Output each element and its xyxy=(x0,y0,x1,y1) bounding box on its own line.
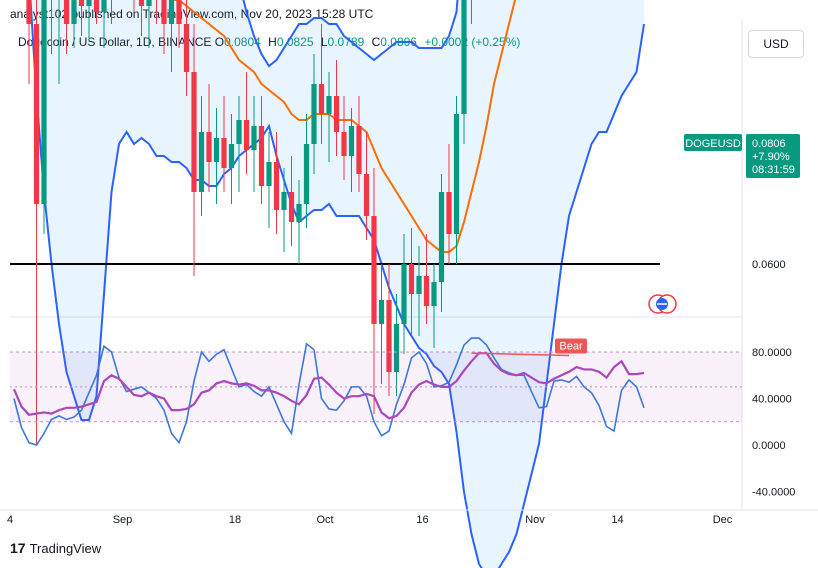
candle-body xyxy=(431,282,437,306)
time-tick-label: 18 xyxy=(229,514,241,526)
price-tag-box xyxy=(746,134,800,178)
close-value: 0.0806 xyxy=(380,35,417,49)
candle-body xyxy=(236,120,242,144)
candle-body xyxy=(311,84,317,144)
candle-body xyxy=(86,0,92,6)
candle-body xyxy=(393,324,400,372)
candle-body xyxy=(251,126,257,150)
candle-body xyxy=(318,84,325,114)
bear-label: Bear xyxy=(559,340,583,352)
candle-body xyxy=(146,0,152,6)
time-tick-label: Oct xyxy=(316,514,333,526)
open-value: 0.0804 xyxy=(224,35,261,49)
currency-button[interactable]: USD xyxy=(748,30,804,58)
price-tick-label: 0.0600 xyxy=(752,259,786,271)
high-label: H xyxy=(268,35,277,49)
price-tag-timer: 08:31:59 xyxy=(752,164,795,176)
candle-body xyxy=(213,138,220,162)
bear-divergence-line xyxy=(471,352,570,357)
publisher-header: analyst102 published on TradingView.com,… xyxy=(10,7,374,21)
symbol-legend: Dogecoin / US Dollar, 1D, BINANCE O0.080… xyxy=(18,35,520,49)
candle-body xyxy=(281,192,287,210)
candle-body xyxy=(378,300,385,324)
bollinger-fill xyxy=(30,0,644,568)
candle-body xyxy=(356,126,362,174)
candle-body xyxy=(348,126,355,156)
candles xyxy=(26,0,472,444)
bollinger-lower-line xyxy=(29,0,645,568)
tradingview-logo-icon: 17 xyxy=(10,540,26,556)
stoch-d-line xyxy=(12,352,645,420)
candle-body xyxy=(333,96,340,132)
rsi-band-fill xyxy=(10,352,742,422)
candle-body xyxy=(453,114,460,234)
oscillator-tick-label: 80.0000 xyxy=(752,347,792,359)
candle-body xyxy=(408,264,415,294)
brand-name: TradingView xyxy=(29,540,102,556)
events-icon[interactable] xyxy=(648,294,677,314)
bear-label-box xyxy=(555,338,587,354)
symbol-name: Dogecoin / US Dollar, 1D, BINANCE xyxy=(18,35,212,49)
price-tag-price: 0.0806 xyxy=(752,138,786,150)
candle-body xyxy=(33,24,40,204)
price-tag-change: +7.90% xyxy=(752,151,790,163)
time-tick-label: 14 xyxy=(611,514,623,526)
change-value: +0.0002 (+0.25%) xyxy=(424,35,521,49)
oscillator-pane: Bear 80.0000 40.0000 0.0000 -40.0000 xyxy=(10,337,795,499)
candle-body xyxy=(461,0,467,114)
candle-body xyxy=(386,300,392,372)
candle-body xyxy=(198,132,205,192)
candle-body xyxy=(228,144,235,168)
candle-body xyxy=(266,162,272,186)
candle-body xyxy=(78,0,85,6)
high-value: 0.0825 xyxy=(276,35,314,49)
candle-body xyxy=(446,192,452,234)
main-pane xyxy=(10,20,743,510)
candle-body xyxy=(303,144,310,204)
candle-body xyxy=(326,96,332,114)
low-value: 0.0789 xyxy=(327,35,365,49)
bollinger-bands xyxy=(29,0,645,568)
candle-body xyxy=(41,0,47,204)
candle-body xyxy=(243,120,250,150)
footer-brand: 17 TradingView xyxy=(10,540,101,556)
price-tag-symbol-box xyxy=(684,134,742,151)
candle-body xyxy=(296,204,302,222)
candle-body xyxy=(191,72,197,192)
time-tick-label: Sep xyxy=(113,514,133,526)
open-label: O xyxy=(214,35,225,49)
candle-body xyxy=(206,132,212,162)
time-tick-label: 4 xyxy=(7,514,13,526)
candle-body xyxy=(341,132,347,156)
close-label: C xyxy=(371,35,381,49)
candle-body xyxy=(401,264,407,324)
price-tag-symbol: DOGEUSD xyxy=(685,138,741,150)
candle-body xyxy=(221,138,227,168)
oscillator-tick-label: -40.0000 xyxy=(752,487,795,499)
stoch-k-line xyxy=(13,337,645,446)
time-tick-label: Dec xyxy=(713,514,733,526)
candle-body xyxy=(273,162,280,210)
oscillator-tick-label: 40.0000 xyxy=(752,394,792,406)
time-axis: 4 Sep 18 Oct 16 Nov 14 Dec xyxy=(0,509,818,526)
price-tag: DOGEUSD 0.0806 +7.90% 08:31:59 xyxy=(684,134,800,178)
candle-body xyxy=(423,276,430,306)
candle-body xyxy=(416,276,422,294)
oscillator-tick-label: 0.0000 xyxy=(752,440,786,452)
low-label: L xyxy=(320,35,328,49)
candle-body xyxy=(288,192,295,222)
candle-body xyxy=(258,126,265,186)
time-tick-label: Nov xyxy=(525,514,545,526)
candle-body xyxy=(438,192,445,282)
candle-body xyxy=(138,0,145,6)
candle-body xyxy=(363,174,370,216)
time-tick-label: 16 xyxy=(416,514,428,526)
candle-body xyxy=(371,216,377,324)
